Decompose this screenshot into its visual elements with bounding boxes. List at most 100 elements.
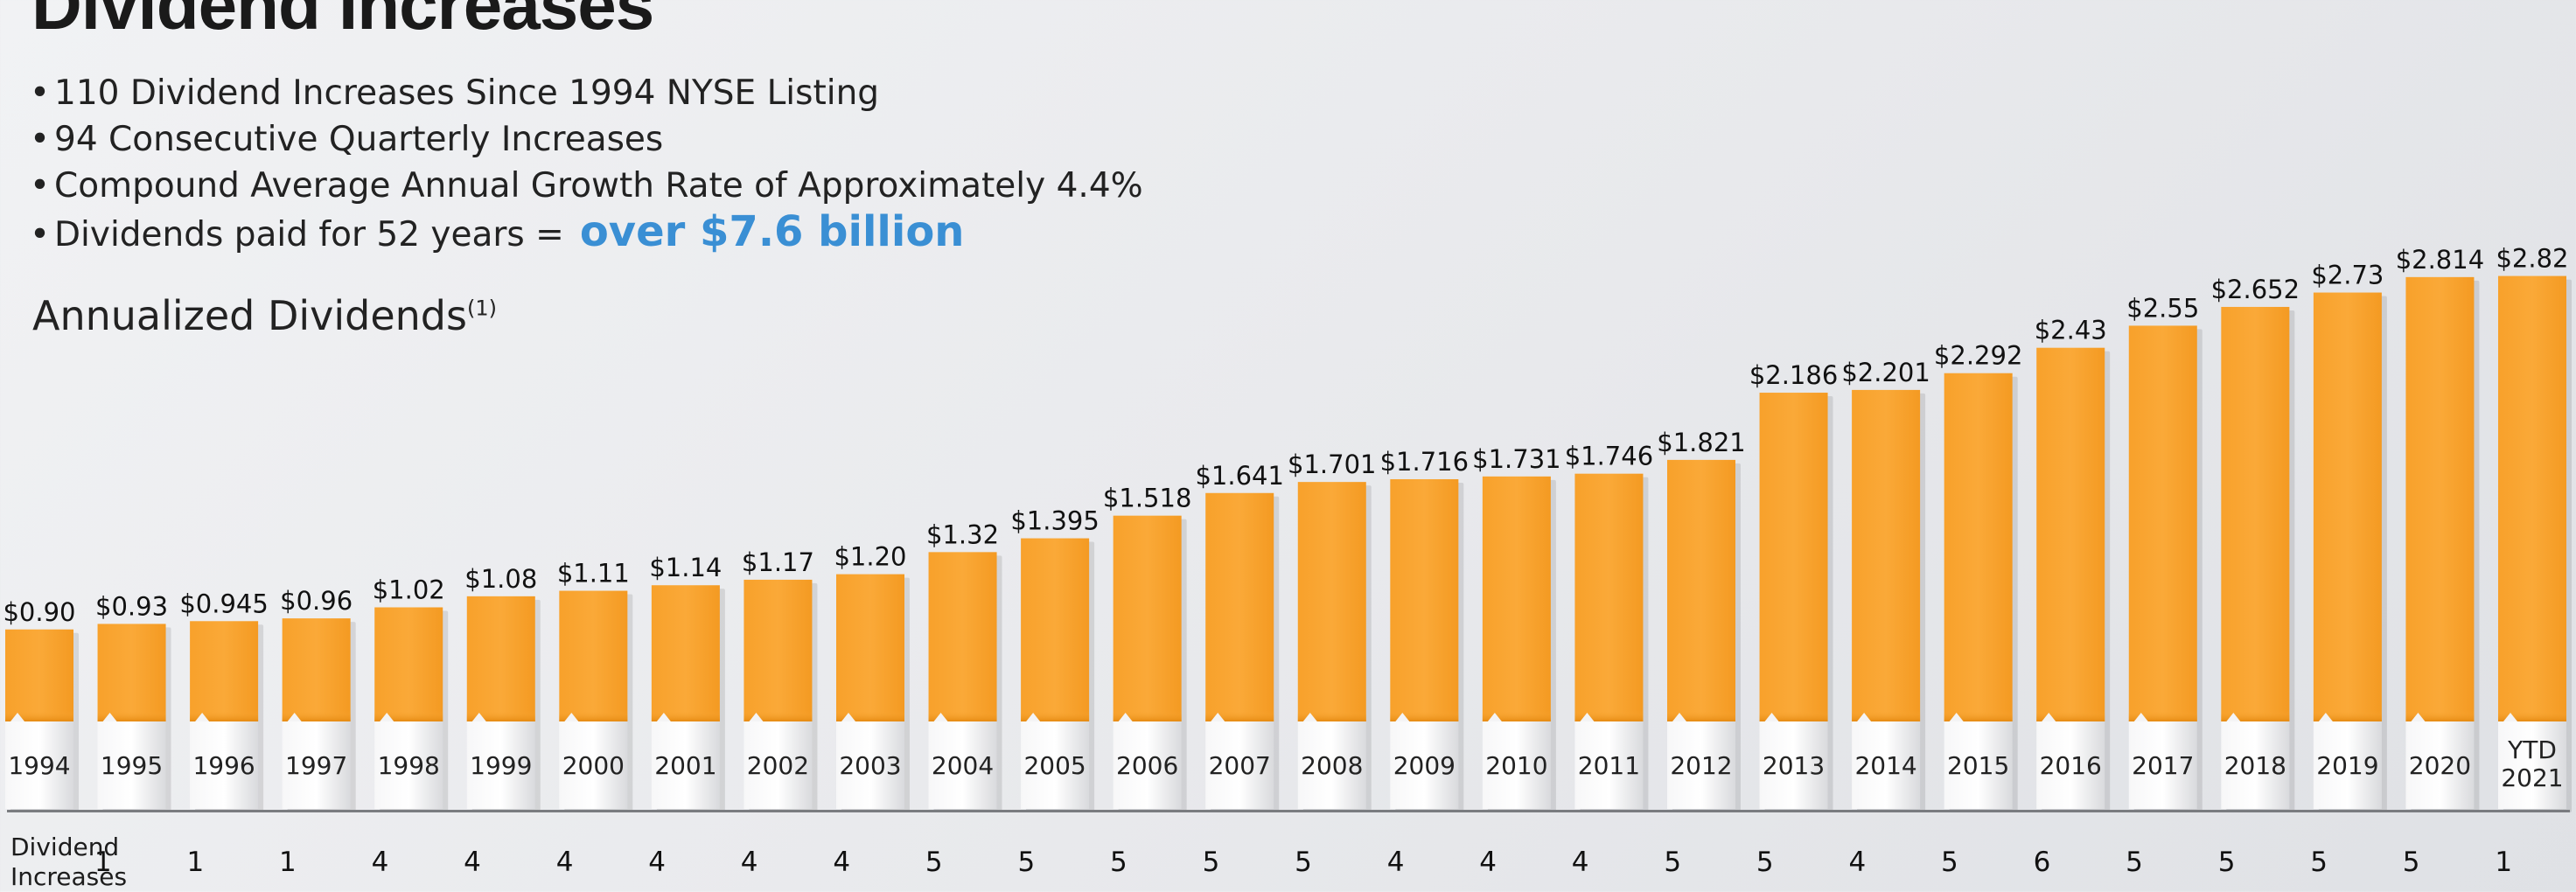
bar-notch-marker [841, 713, 855, 721]
bar-value-label: $2.43 [2035, 316, 2107, 345]
bar [559, 590, 628, 721]
dividend-increase-count: 4 [1572, 847, 1589, 878]
bar-notch-marker [2503, 713, 2517, 721]
dividend-increase-count: 4 [1479, 847, 1497, 878]
bar-value-label: $1.821 [1657, 428, 1745, 457]
bar [374, 607, 443, 721]
bar-base [928, 718, 997, 809]
bar-value-label: $1.701 [1288, 449, 1376, 479]
category-label: 2007 [1209, 751, 1271, 780]
dividend-increase-count: 5 [1756, 847, 1774, 878]
bar-notch-marker [749, 713, 764, 721]
bar-base [1390, 718, 1459, 809]
bar-value-label: $2.186 [1749, 360, 1838, 390]
bar-value-label: $1.395 [1010, 506, 1099, 536]
axis-baseline [7, 810, 2570, 812]
bar-base [1852, 718, 1921, 809]
bar [1574, 473, 1644, 721]
dividend-increase-count: 5 [1110, 847, 1127, 878]
summary-bullet: • Compound Average Annual Growth Rate of … [30, 163, 1143, 209]
bar [1944, 373, 2013, 721]
bar-notch-marker [471, 713, 486, 721]
category-label: 2010 [1485, 751, 1547, 780]
dividend-increase-count: 5 [1203, 847, 1220, 878]
bar [190, 621, 259, 721]
dividend-increase-count: 5 [2126, 847, 2143, 878]
bar-value-label: $1.17 [742, 547, 814, 577]
bar-value-label: $2.55 [2126, 293, 2199, 323]
bar-value-label: $1.518 [1103, 484, 1191, 513]
bullet-highlight: over $7.6 billion [579, 207, 965, 256]
bar-notch-marker [1580, 713, 1595, 721]
dividend-increase-count: 4 [1848, 847, 1866, 878]
bar-value-label: $2.292 [1934, 341, 2022, 371]
bar-value-label: $2.652 [2211, 275, 2300, 304]
bar-base [97, 718, 166, 809]
dividend-increase-count: 5 [925, 847, 943, 878]
bar [651, 585, 720, 721]
summary-bullet: • 110 Dividend Increases Since 1994 NYSE … [30, 70, 1143, 116]
bullet-symbol: • [30, 73, 51, 113]
category-label: 2013 [1763, 751, 1825, 780]
category-label: 2019 [2316, 751, 2378, 780]
bar-value-label: $2.814 [2396, 245, 2484, 275]
bar-base [282, 718, 351, 809]
bar-notch-marker [102, 713, 117, 721]
bar [97, 624, 166, 721]
bar-base [1297, 718, 1366, 809]
bar-notch-marker [1857, 713, 1872, 721]
bar [2128, 325, 2197, 721]
bar [1667, 459, 1735, 721]
bar-value-label: $1.08 [464, 564, 537, 594]
bullet-text: Compound Average Annual Growth Rate of A… [54, 166, 1143, 206]
dividend-increases-row-label: Dividend Increases [10, 833, 127, 892]
category-label: 2003 [839, 751, 901, 780]
bar-base [1482, 718, 1551, 809]
dividend-increase-count: 4 [464, 847, 481, 878]
bar-base [5, 718, 73, 809]
dividend-increase-count: 5 [1017, 847, 1035, 878]
category-label: 1997 [285, 751, 347, 780]
bar-value-label: $1.716 [1380, 447, 1469, 477]
bar [5, 629, 73, 721]
dividend-increase-count: 1 [279, 847, 297, 878]
bullet-symbol: • [30, 166, 51, 206]
bar-base [466, 718, 535, 809]
bar-value-label: $1.02 [373, 575, 445, 604]
bar-value-label: $2.201 [1841, 358, 1930, 387]
bar-notch-marker [380, 713, 394, 721]
bar [2498, 275, 2566, 721]
bar [2313, 292, 2382, 721]
chart-heading: Annualized Dividends(1) [32, 292, 497, 339]
row-label-line-2: Increases [10, 862, 128, 891]
bar-base [190, 718, 259, 809]
bar-value-label: $0.945 [179, 589, 268, 618]
category-label: YTD 2021 [2501, 735, 2563, 792]
category-label: 2004 [932, 751, 994, 780]
category-label: 2016 [2040, 751, 2102, 780]
category-label: 2012 [1670, 751, 1732, 780]
summary-bullet: • Dividends paid for 52 years = over $7.6 … [30, 209, 1143, 255]
bar-value-label: $1.731 [1472, 444, 1560, 474]
bar-value-label: $1.746 [1565, 442, 1653, 471]
bar-value-label: $0.93 [95, 591, 168, 621]
bar [1390, 478, 1459, 721]
category-label: 2006 [1116, 751, 1178, 780]
dividend-increase-count: 4 [372, 847, 389, 878]
bar [1113, 515, 1182, 721]
dividend-increase-count: 1 [186, 847, 204, 878]
bar-notch-marker [1302, 713, 1317, 721]
bar-notch-marker [564, 713, 579, 721]
dividend-increase-count: 5 [2218, 847, 2236, 878]
bar-notch-marker [1395, 713, 1410, 721]
dividend-increase-count: 4 [556, 847, 574, 878]
bar-base [2221, 718, 2290, 809]
category-label: 2018 [2224, 751, 2286, 780]
bar-value-label: $1.32 [926, 519, 999, 549]
category-label: 2002 [747, 751, 809, 780]
bar [2221, 306, 2290, 721]
bar [2036, 347, 2105, 721]
bar-notch-marker [1118, 713, 1133, 721]
category-label: 2000 [562, 751, 625, 780]
